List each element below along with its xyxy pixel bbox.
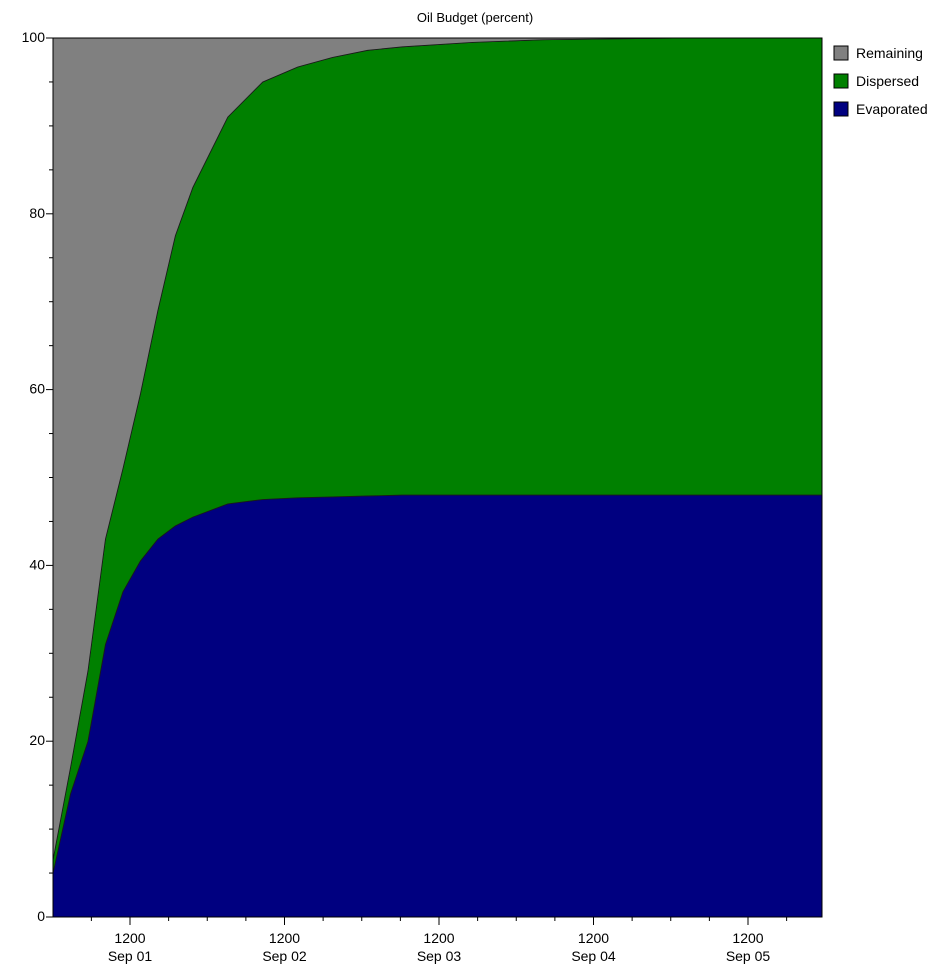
legend-item-dispersed: Dispersed	[833, 73, 919, 89]
x-tick-label-date: Sep 01	[108, 948, 153, 964]
legend-item-evaporated: Evaporated	[833, 101, 928, 117]
legend-swatch	[833, 45, 849, 61]
x-tick-label-date: Sep 04	[571, 948, 616, 964]
x-tick-label-time: 1200	[269, 930, 300, 946]
x-tick-label-time: 1200	[732, 930, 763, 946]
y-tick-label: 40	[29, 556, 45, 572]
y-tick-label: 20	[29, 732, 45, 748]
x-axis: 1200 Sep 01 1200 Sep 02 1200 Sep 03 1200 Sep 04…	[90, 917, 788, 964]
y-tick-label: 60	[29, 381, 45, 397]
x-tick-label-date: Sep 02	[262, 948, 307, 964]
x-tick-label-time: 1200	[578, 930, 609, 946]
legend: Remaining Dispersed Evaporated	[833, 45, 928, 117]
area-series-evaporated	[52, 494, 823, 918]
legend-swatch	[833, 73, 849, 89]
x-tick-label-date: Sep 05	[726, 948, 771, 964]
legend-label: Evaporated	[856, 101, 928, 117]
y-axis: 0 20 40 60 80 100	[22, 29, 54, 924]
legend-label: Dispersed	[856, 73, 919, 89]
x-tick-label-date: Sep 03	[417, 948, 462, 964]
x-tick-label-time: 1200	[423, 930, 454, 946]
legend-label: Remaining	[856, 45, 923, 61]
legend-swatch	[833, 101, 849, 117]
y-tick-label: 0	[37, 908, 45, 924]
y-tick-label: 100	[22, 29, 46, 45]
plot-area	[52, 37, 823, 918]
legend-item-remaining: Remaining	[833, 45, 923, 61]
y-tick-label: 80	[29, 205, 45, 221]
chart-title: Oil Budget (percent)	[417, 10, 533, 25]
x-tick-label-time: 1200	[114, 930, 145, 946]
